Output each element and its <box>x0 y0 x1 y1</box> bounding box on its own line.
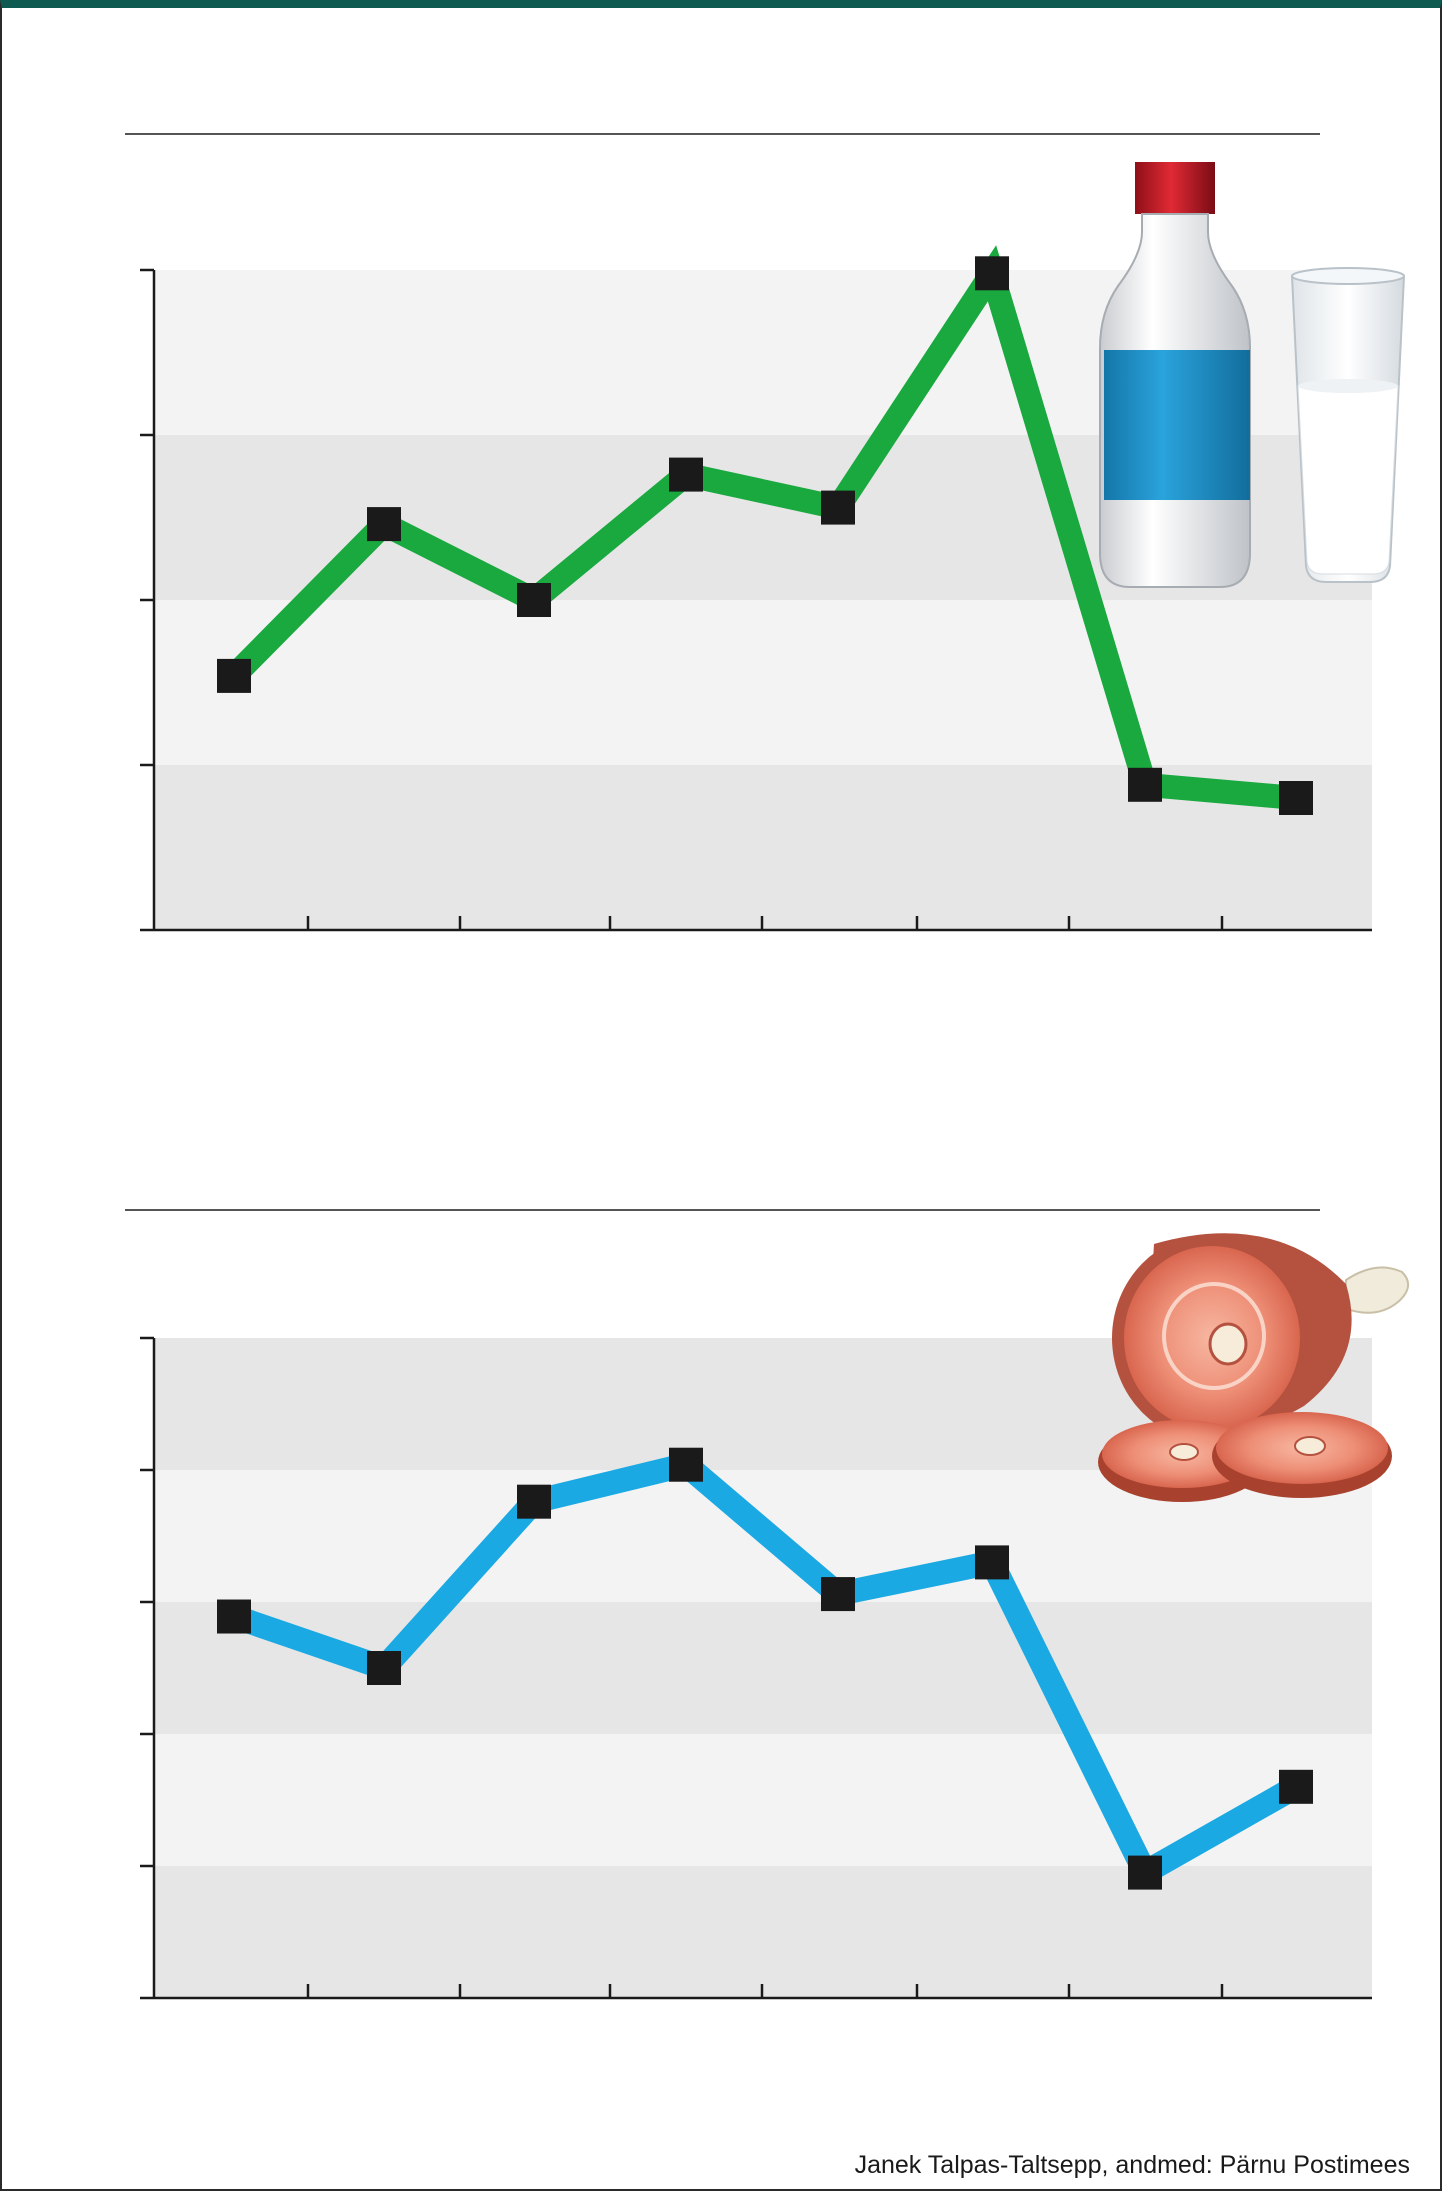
data-marker <box>517 583 551 617</box>
chart-2 <box>125 1209 1409 2000</box>
data-marker <box>1128 1855 1162 1890</box>
bottle-cap <box>1135 162 1215 214</box>
bottle-label <box>1104 350 1250 500</box>
ham-slice-2-bone <box>1294 1436 1326 1456</box>
credit-text: Janek Talpas-Taltsepp, andmed: Pärnu Pos… <box>855 2151 1410 2179</box>
milk-surface <box>1298 379 1398 393</box>
grid-band <box>154 600 1372 765</box>
ham-bone <box>1342 1266 1409 1314</box>
chart-1 <box>125 133 1406 932</box>
data-marker <box>1128 767 1162 802</box>
milk-in-glass <box>1297 385 1399 575</box>
glass-rim <box>1291 267 1405 285</box>
grid-band <box>154 1734 1372 1866</box>
data-marker <box>517 1484 551 1519</box>
series-line <box>230 1451 1302 1890</box>
data-marker <box>367 507 401 542</box>
milk-illustration <box>1099 162 1406 588</box>
data-marker <box>1279 781 1313 815</box>
series-line <box>225 245 1298 810</box>
ham-ring <box>1162 1282 1266 1390</box>
grid-band <box>154 1866 1372 1998</box>
ham-slice-1-bone <box>1169 1443 1199 1461</box>
data-marker <box>217 1599 251 1634</box>
grid-band <box>154 1602 1372 1734</box>
infographic-canvas: Janek Talpas-Taltsepp, andmed: Pärnu Pos… <box>125 133 1410 2179</box>
data-marker <box>975 256 1009 291</box>
data-marker <box>669 1447 703 1482</box>
data-marker <box>669 457 703 492</box>
data-marker <box>1279 1769 1313 1804</box>
data-marker <box>367 1651 401 1685</box>
data-marker <box>821 1577 855 1612</box>
data-marker <box>821 490 855 525</box>
data-marker <box>217 658 251 693</box>
data-marker <box>975 1545 1009 1580</box>
ham-illustration <box>1098 1233 1409 1502</box>
ham-bone-center <box>1208 1322 1248 1366</box>
